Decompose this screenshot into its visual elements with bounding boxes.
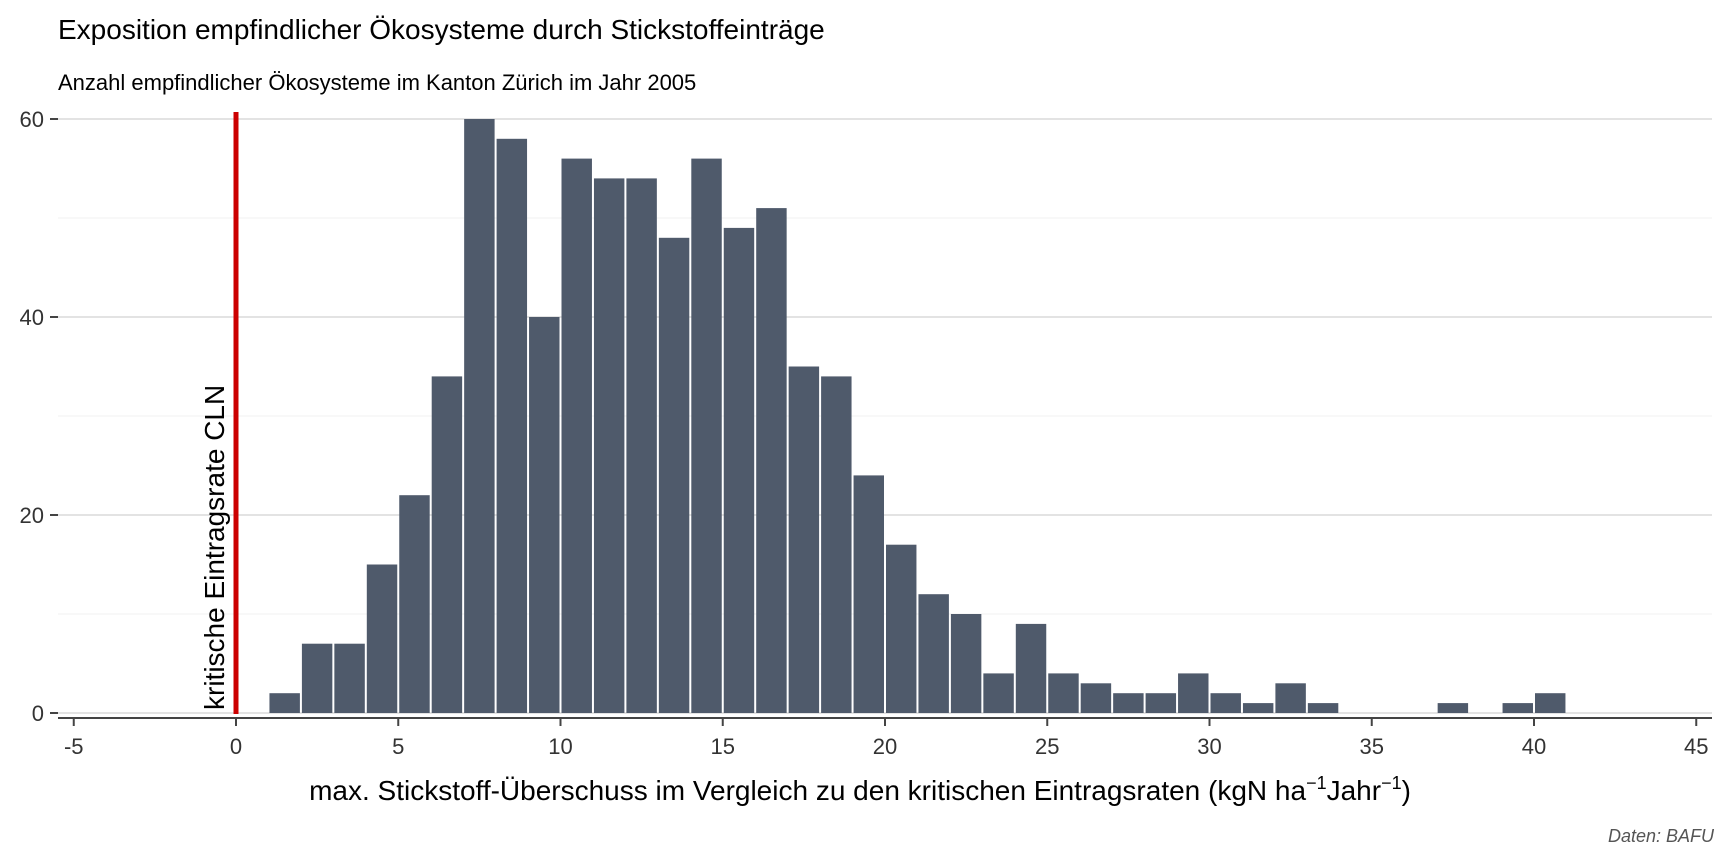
histogram-bar: [853, 475, 884, 713]
histogram-bar: [334, 643, 365, 713]
histogram-bar: [1048, 673, 1079, 713]
x-axis-label-main: max. Stickstoff-Überschuss im Vergleich …: [309, 775, 1306, 806]
histogram-bar: [1535, 693, 1566, 713]
histogram-bar: [1080, 683, 1112, 713]
histogram-bar: [1502, 703, 1533, 713]
x-tick-label: 30: [1197, 734, 1221, 759]
histogram-bar: [691, 158, 722, 714]
histogram-bar: [1307, 703, 1339, 713]
histogram-bar: [983, 673, 1014, 713]
histogram-bar: [496, 138, 528, 714]
histogram-bar: [886, 544, 917, 713]
axes: -5 0 5 10 15 20 25 30 35 40 45 0 20 40 60: [20, 107, 1712, 759]
histogram-bar: [1210, 693, 1241, 713]
histogram-bar: [1113, 693, 1144, 713]
bars: [269, 119, 1566, 714]
histogram-bar: [788, 366, 820, 713]
data-source-caption: Daten: BAFU: [1607, 826, 1714, 846]
x-axis-label-sup1: −1: [1306, 773, 1327, 793]
histogram-bar: [1015, 623, 1047, 713]
x-tick-label: 0: [230, 734, 242, 759]
x-tick-label: 20: [873, 734, 897, 759]
histogram-bar: [431, 376, 463, 713]
histogram-bar: [464, 119, 495, 713]
gridlines: [58, 118, 1712, 714]
histogram-bar: [626, 178, 657, 713]
x-axis-label-end: ): [1402, 775, 1411, 806]
x-axis-label: max. Stickstoff-Überschuss im Vergleich …: [309, 773, 1411, 806]
x-tick-label: -5: [64, 734, 84, 759]
histogram-bar: [399, 495, 430, 713]
histogram-bar: [1145, 693, 1177, 713]
histogram-bar: [950, 614, 982, 713]
x-tick-label: 10: [548, 734, 572, 759]
chart-title: Exposition empfindlicher Ökosysteme durc…: [58, 14, 825, 45]
histogram-bar: [1242, 703, 1274, 713]
x-tick-label: 15: [711, 734, 735, 759]
histogram-bar: [1178, 673, 1209, 713]
x-tick-label: 40: [1522, 734, 1546, 759]
histogram-bar: [723, 227, 755, 713]
histogram-bar: [529, 317, 560, 713]
x-axis-label-mid: Jahr: [1327, 775, 1381, 806]
histogram-bar: [821, 376, 852, 713]
reference-line-group: kritische Eintragsrate CLN: [199, 112, 239, 714]
histogram-bar: [366, 564, 398, 713]
x-tick-label: 45: [1684, 734, 1708, 759]
y-tick-label: 40: [20, 305, 44, 330]
y-tick-label: 60: [20, 107, 44, 132]
x-tick-label: 5: [392, 734, 404, 759]
histogram-bar: [658, 237, 690, 714]
histogram-bar: [918, 594, 949, 713]
histogram-bar: [756, 208, 787, 713]
histogram-bar: [561, 158, 592, 714]
histogram-bar: [593, 178, 625, 713]
critical-rate-label: kritische Eintragsrate CLN: [199, 385, 230, 710]
x-tick-label: 35: [1360, 734, 1384, 759]
x-tick-label: 25: [1035, 734, 1059, 759]
chart-subtitle: Anzahl empfindlicher Ökosysteme im Kanto…: [58, 70, 697, 95]
x-axis-label-sup2: −1: [1381, 773, 1402, 793]
histogram-bar: [301, 643, 333, 713]
y-tick-label: 20: [20, 503, 44, 528]
histogram-bar: [1275, 683, 1306, 713]
histogram-bar: [1437, 703, 1469, 713]
y-tick-label: 0: [32, 701, 44, 726]
histogram-bar: [269, 693, 300, 713]
